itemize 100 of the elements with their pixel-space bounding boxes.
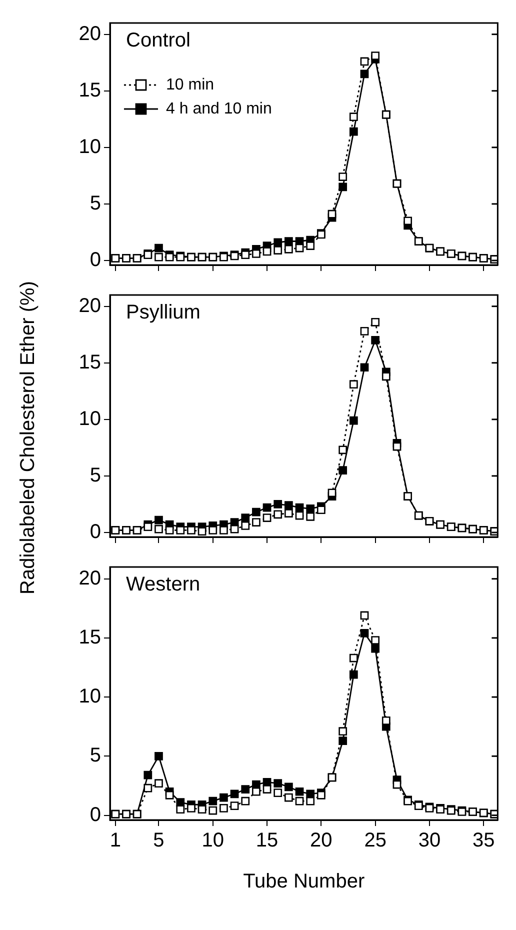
point bbox=[154, 524, 163, 534]
point bbox=[371, 52, 380, 60]
point bbox=[176, 526, 185, 534]
x-tick-label: 1 bbox=[110, 830, 121, 852]
point bbox=[252, 508, 260, 516]
point bbox=[371, 318, 380, 326]
point bbox=[316, 790, 326, 800]
x-axis-title: Tube Number bbox=[243, 870, 365, 893]
point bbox=[360, 629, 369, 638]
legend-label: 4 h and 10 min bbox=[166, 100, 272, 118]
point bbox=[306, 242, 315, 250]
point bbox=[371, 336, 380, 344]
point bbox=[252, 787, 260, 796]
point bbox=[154, 752, 163, 760]
point bbox=[295, 511, 304, 520]
point bbox=[274, 788, 282, 797]
point bbox=[349, 654, 358, 662]
point bbox=[306, 512, 315, 521]
y-tick-label: 20 bbox=[78, 22, 101, 45]
point bbox=[382, 372, 390, 381]
point bbox=[208, 526, 218, 534]
point bbox=[154, 244, 163, 252]
y-tick-label: 10 bbox=[78, 686, 101, 708]
point bbox=[371, 636, 380, 644]
point bbox=[241, 522, 250, 530]
point bbox=[360, 57, 369, 66]
point bbox=[230, 802, 239, 810]
point bbox=[284, 501, 293, 510]
point bbox=[187, 804, 196, 812]
x-tick-label: 20 bbox=[310, 830, 332, 852]
point bbox=[252, 518, 260, 526]
point bbox=[220, 526, 228, 534]
point bbox=[284, 793, 293, 802]
point bbox=[360, 327, 369, 336]
y-tick-label: 0 bbox=[90, 248, 101, 271]
point bbox=[274, 246, 282, 254]
chart-title: Control bbox=[126, 30, 190, 52]
point bbox=[349, 380, 358, 389]
point bbox=[220, 793, 228, 802]
point bbox=[338, 466, 348, 474]
y-axis-title: Radiolabeled Cholesterol Ether (%) bbox=[16, 281, 40, 595]
x-tick-label: 10 bbox=[202, 830, 224, 852]
point bbox=[154, 779, 163, 788]
point bbox=[349, 670, 358, 679]
point bbox=[144, 770, 152, 780]
point bbox=[274, 779, 282, 788]
point bbox=[349, 416, 358, 425]
y-tick-label: 0 bbox=[90, 804, 101, 826]
point bbox=[295, 796, 304, 806]
y-tick-label: 20 bbox=[78, 567, 101, 590]
point bbox=[165, 790, 174, 800]
point bbox=[295, 787, 304, 796]
point bbox=[284, 237, 293, 246]
y-tick-label: 20 bbox=[78, 294, 101, 317]
point bbox=[316, 506, 326, 514]
point bbox=[262, 247, 272, 256]
y-tick-label: 10 bbox=[78, 408, 101, 430]
point bbox=[262, 503, 272, 512]
point bbox=[208, 796, 218, 806]
point bbox=[198, 527, 206, 536]
point bbox=[176, 805, 185, 814]
point bbox=[338, 172, 348, 181]
point bbox=[295, 244, 304, 252]
point bbox=[165, 252, 174, 262]
point bbox=[241, 514, 250, 522]
point bbox=[241, 785, 250, 794]
point bbox=[274, 510, 282, 519]
point bbox=[338, 736, 348, 745]
point bbox=[274, 238, 282, 247]
point bbox=[252, 250, 260, 258]
x-tick-label: 15 bbox=[256, 830, 278, 852]
x-tick-label: 25 bbox=[364, 830, 386, 852]
chart-title: Psyllium bbox=[126, 302, 200, 324]
chart-title: Western bbox=[126, 574, 200, 596]
point bbox=[360, 611, 369, 620]
y-tick-label: 5 bbox=[90, 464, 101, 486]
point bbox=[154, 252, 163, 262]
point bbox=[328, 488, 336, 498]
y-tick-label: 10 bbox=[78, 136, 101, 158]
point bbox=[404, 216, 412, 226]
y-tick-label: 0 bbox=[90, 520, 101, 543]
point bbox=[241, 796, 250, 806]
point bbox=[338, 182, 348, 192]
point bbox=[392, 780, 402, 789]
point bbox=[230, 524, 239, 534]
point bbox=[328, 210, 336, 218]
point bbox=[187, 526, 196, 534]
point bbox=[165, 526, 174, 534]
point bbox=[144, 784, 152, 792]
point bbox=[360, 70, 369, 78]
point bbox=[198, 805, 206, 814]
point bbox=[382, 716, 390, 725]
x-tick-label: 5 bbox=[153, 830, 164, 852]
point bbox=[371, 644, 380, 653]
point bbox=[392, 442, 402, 451]
point bbox=[241, 250, 250, 260]
legend-label: 10 min bbox=[166, 76, 214, 94]
point bbox=[349, 112, 358, 122]
point bbox=[306, 504, 315, 513]
point bbox=[262, 514, 272, 522]
